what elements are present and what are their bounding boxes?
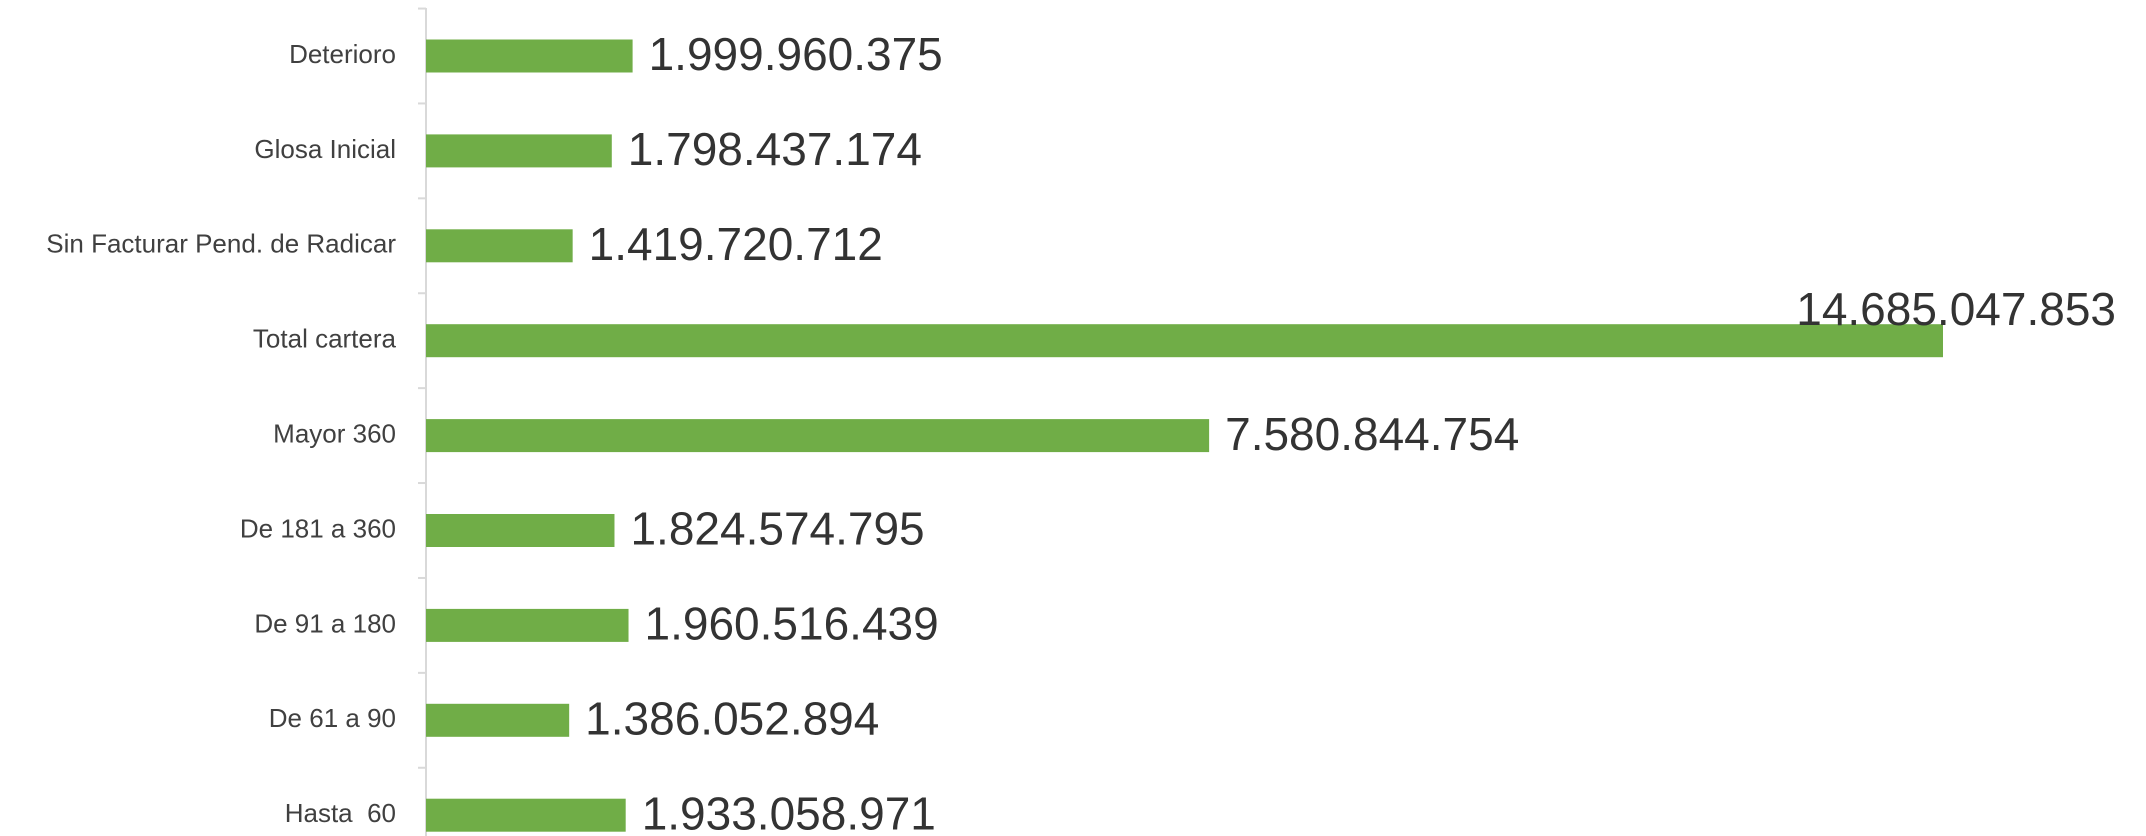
category-label: Deterioro: [289, 39, 396, 69]
category-label: Total cartera: [253, 324, 397, 354]
bar: [426, 609, 629, 642]
bar: [426, 704, 569, 737]
page: Deterioro 1.999.960.375 Glosa Inicial 1.798…: [0, 0, 2146, 836]
chart: Deterioro 1.999.960.375 Glosa Inicial 1.798…: [0, 0, 2146, 836]
category-label: Glosa Inicial: [254, 134, 396, 164]
value-label: 1.999.960.375: [649, 28, 943, 80]
category-label: De 181 a 360: [240, 513, 396, 543]
value-label: 1.419.720.712: [589, 218, 883, 270]
value-label: 1.960.516.439: [645, 598, 939, 650]
category-label: De 61 a 90: [269, 703, 396, 733]
category-label: De 91 a 180: [254, 608, 396, 638]
bar: [426, 799, 626, 832]
value-label: 14.685.047.853: [1796, 283, 2116, 335]
bar: [426, 324, 1943, 357]
value-label: 1.798.437.174: [628, 123, 922, 175]
category-label: Mayor 360: [273, 418, 396, 448]
value-label: 1.933.058.971: [642, 787, 936, 836]
bar: [426, 419, 1209, 452]
value-label: 7.580.844.754: [1225, 408, 1519, 460]
bar: [426, 40, 633, 73]
category-label: Sin Facturar Pend. de Radicar: [46, 229, 396, 259]
value-label: 1.824.574.795: [630, 503, 924, 555]
category-label: Hasta 60: [285, 798, 396, 828]
bar: [426, 229, 573, 262]
bar: [426, 134, 612, 167]
bar: [426, 514, 614, 547]
value-label: 1.386.052.894: [585, 692, 879, 744]
